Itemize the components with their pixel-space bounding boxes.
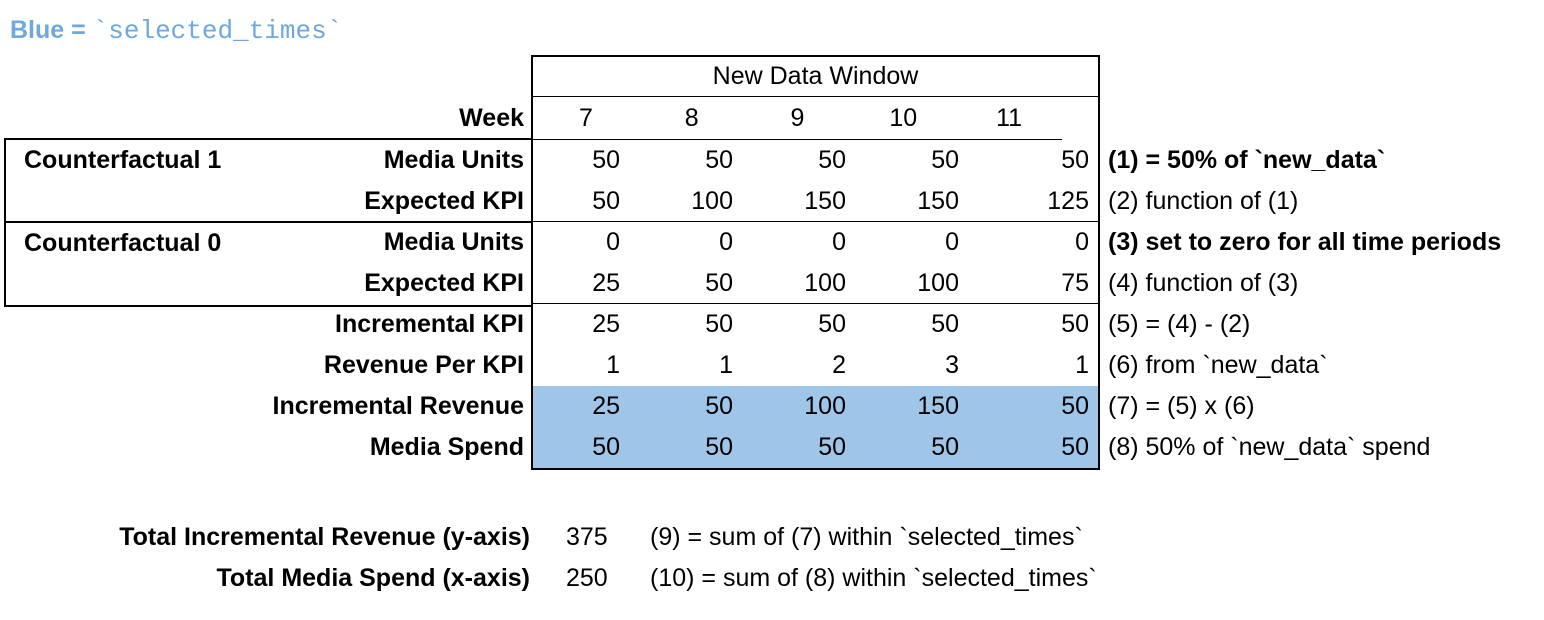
week-cell: 9 <box>790 103 805 132</box>
data-cell: 50 <box>931 146 959 174</box>
totals-section: Total Incremental Revenue (y-axis) 375 (… <box>0 517 1544 599</box>
data-row-incremental-kpi: 25 50 50 50 50 <box>533 304 1098 345</box>
total-media-spend-value: 250 <box>566 564 608 592</box>
data-cell: 50 <box>705 392 733 420</box>
data-cell: 0 <box>832 228 846 256</box>
data-cell: 25 <box>592 268 620 297</box>
annotation-9: (9) = sum of (7) within `selected_times` <box>650 523 1083 551</box>
data-cell: 1 <box>606 351 620 379</box>
table-header: New Data Window <box>533 57 1098 97</box>
data-cell: 50 <box>1061 392 1089 420</box>
legend-blue-label: Blue = <box>10 16 93 44</box>
week-number-row: 7 8 9 10 11 <box>533 97 1062 140</box>
row-label-media-units-cf1: Media Units <box>383 146 524 174</box>
row-label-expected-kpi-cf1: Expected KPI <box>364 187 524 215</box>
legend-note: Blue = `selected_times` <box>10 16 342 46</box>
data-cell: 0 <box>606 228 620 256</box>
legend-selected-times-code: `selected_times` <box>92 16 343 46</box>
row-label-incremental-kpi: Incremental KPI <box>335 310 524 338</box>
data-cell: 0 <box>945 228 959 256</box>
data-row-media-units-cf1: 50 50 50 50 50 <box>533 140 1098 181</box>
data-cell: 50 <box>705 310 733 338</box>
week-cell: 11 <box>996 103 1023 132</box>
row-label-media-units-cf0: Media Units <box>383 228 524 256</box>
data-row-revenue-per-kpi: 1 1 2 3 1 <box>533 345 1098 386</box>
data-cell: 150 <box>804 186 846 215</box>
row-label-expected-kpi-cf0: Expected KPI <box>364 269 524 297</box>
data-cell: 50 <box>705 268 733 297</box>
row-label-revenue-per-kpi: Revenue Per KPI <box>323 351 524 379</box>
annotation-4: (4) function of (3) <box>1108 269 1299 297</box>
data-cell: 50 <box>592 146 620 174</box>
data-cell: 150 <box>917 186 959 215</box>
annotation-column: (1) = 50% of `new_data` (2) function of … <box>1108 140 1501 468</box>
data-cell: 50 <box>705 146 733 174</box>
row-label-incremental-revenue: Incremental Revenue <box>272 392 525 420</box>
data-cell: 1 <box>1075 351 1089 379</box>
data-cell: 125 <box>1047 186 1089 215</box>
total-incremental-revenue-row: Total Incremental Revenue (y-axis) 375 (… <box>0 517 1544 558</box>
data-cell: 2 <box>832 351 846 379</box>
total-incremental-revenue-value: 375 <box>566 523 608 551</box>
data-cell: 1 <box>719 351 733 379</box>
data-row-media-units-cf0: 0 0 0 0 0 <box>533 222 1098 263</box>
data-cell: 100 <box>804 268 846 297</box>
annotation-8: (8) 50% of `new_data` spend <box>1108 433 1431 461</box>
week-cell: 10 <box>889 103 918 132</box>
data-cell: 150 <box>917 392 959 420</box>
data-cell: 50 <box>705 433 733 461</box>
data-cell: 100 <box>691 186 733 215</box>
data-cell: 50 <box>1061 310 1089 338</box>
annotation-6: (6) from `new_data` <box>1108 351 1328 379</box>
annotation-10: (10) = sum of (8) within `selected_times… <box>650 564 1097 592</box>
total-incremental-revenue-label: Total Incremental Revenue (y-axis) <box>119 523 530 551</box>
annotation-7: (7) = (5) x (6) <box>1108 392 1255 420</box>
data-cell: 50 <box>818 146 846 174</box>
data-cell: 50 <box>592 186 620 215</box>
annotation-1: (1) = 50% of `new_data` <box>1108 146 1386 174</box>
data-cell: 50 <box>592 433 620 461</box>
data-cell: 25 <box>592 310 620 338</box>
data-cell: 3 <box>945 351 959 379</box>
data-cell: 0 <box>719 228 733 256</box>
data-cell: 50 <box>931 433 959 461</box>
data-cell: 50 <box>931 310 959 338</box>
data-cell: 100 <box>804 392 846 420</box>
data-cell: 50 <box>818 433 846 461</box>
data-row-incremental-revenue-highlighted: 25 50 100 150 50 <box>533 386 1098 427</box>
total-media-spend-row: Total Media Spend (x-axis) 250 (10) = su… <box>0 558 1544 599</box>
data-cell: 25 <box>592 392 620 420</box>
annotation-2: (2) function of (1) <box>1108 187 1299 215</box>
annotation-5: (5) = (4) - (2) <box>1108 310 1251 338</box>
data-cell: 0 <box>1075 228 1089 256</box>
data-row-expected-kpi-cf0: 25 50 100 100 75 <box>533 263 1098 304</box>
data-cell: 50 <box>1061 433 1089 461</box>
row-label-column: Media Units Expected KPI Media Units Exp… <box>0 140 525 468</box>
data-cell: 75 <box>1061 268 1089 297</box>
week-row-label: Week <box>459 104 524 132</box>
new-data-window-table: New Data Window 7 8 9 10 11 50 50 50 50 … <box>531 55 1100 470</box>
week-cell: 7 <box>578 103 593 132</box>
data-row-media-spend-highlighted: 50 50 50 50 50 <box>533 427 1098 468</box>
total-media-spend-label: Total Media Spend (x-axis) <box>216 564 530 592</box>
row-label-media-spend: Media Spend <box>369 433 524 461</box>
data-cell: 50 <box>818 310 846 338</box>
data-cell: 100 <box>917 268 959 297</box>
data-row-expected-kpi-cf1: 50 100 150 150 125 <box>533 181 1098 222</box>
data-cell: 50 <box>1061 146 1089 174</box>
week-cell: 8 <box>684 103 699 132</box>
annotation-3: (3) set to zero for all time periods <box>1108 228 1502 256</box>
